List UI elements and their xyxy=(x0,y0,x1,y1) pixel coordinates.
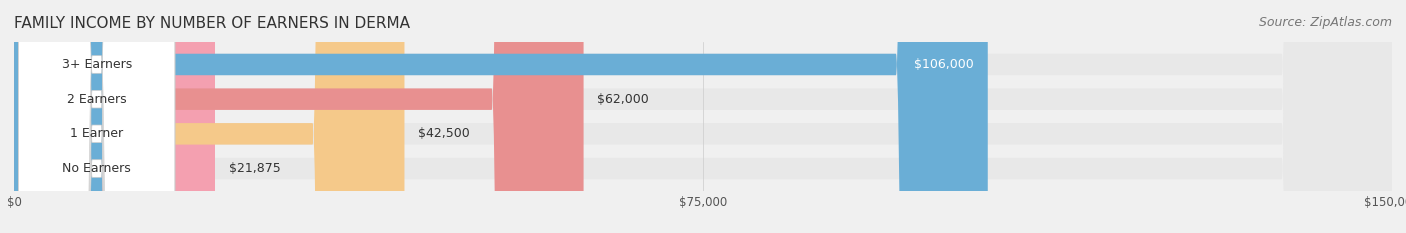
Text: $62,000: $62,000 xyxy=(598,93,650,106)
FancyBboxPatch shape xyxy=(18,0,174,233)
FancyBboxPatch shape xyxy=(14,0,1392,233)
FancyBboxPatch shape xyxy=(18,0,174,233)
Text: 3+ Earners: 3+ Earners xyxy=(62,58,132,71)
FancyBboxPatch shape xyxy=(14,0,1392,233)
FancyBboxPatch shape xyxy=(14,0,988,233)
Text: FAMILY INCOME BY NUMBER OF EARNERS IN DERMA: FAMILY INCOME BY NUMBER OF EARNERS IN DE… xyxy=(14,16,411,31)
FancyBboxPatch shape xyxy=(18,0,174,233)
FancyBboxPatch shape xyxy=(14,0,1392,233)
FancyBboxPatch shape xyxy=(14,0,1392,233)
FancyBboxPatch shape xyxy=(18,0,174,233)
Text: 2 Earners: 2 Earners xyxy=(67,93,127,106)
Text: $106,000: $106,000 xyxy=(914,58,974,71)
Text: No Earners: No Earners xyxy=(62,162,131,175)
FancyBboxPatch shape xyxy=(14,0,583,233)
Text: Source: ZipAtlas.com: Source: ZipAtlas.com xyxy=(1258,16,1392,29)
Text: 1 Earner: 1 Earner xyxy=(70,127,124,140)
Text: $42,500: $42,500 xyxy=(418,127,470,140)
FancyBboxPatch shape xyxy=(14,0,215,233)
FancyBboxPatch shape xyxy=(14,0,405,233)
Text: $21,875: $21,875 xyxy=(229,162,281,175)
